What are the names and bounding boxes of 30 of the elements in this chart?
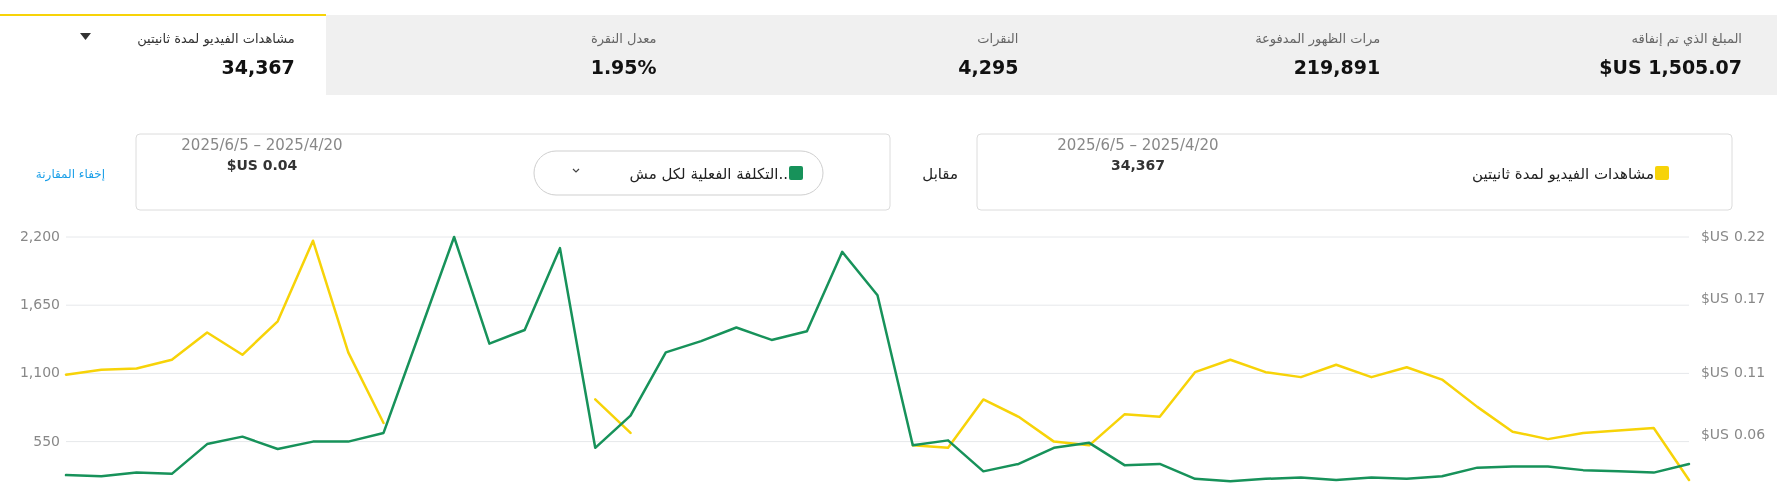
text: معدل النقرة — [590, 30, 657, 47]
text: 34,367 — [1110, 157, 1166, 173]
text: 4,295 — [958, 55, 1019, 78]
text: $US — [1700, 364, 1729, 381]
y2-axis-title: $US — [1700, 426, 1730, 443]
y2-tick-label: 0.17 — [1734, 290, 1766, 306]
text: 2025/6/5 – 2025/4/20 — [1057, 135, 1219, 154]
y-tick-label: 1,650 — [19, 296, 60, 313]
y-tick-label: 1,100 — [19, 364, 60, 381]
text: 219,891 — [1293, 55, 1381, 78]
text: المبلغ الذي تم إنفاقه — [1631, 30, 1742, 47]
text: مشاهدات الفيديو لمدة ثانيتين — [137, 30, 295, 47]
text: $US — [1700, 228, 1729, 244]
text: 2025/6/5 – 2025/4/20 — [181, 135, 343, 154]
text: النقرات — [977, 30, 1019, 47]
text: 34,367 — [221, 55, 295, 78]
legend-label: التكلفة الفعلية لكل مش.. — [629, 164, 788, 183]
text: مرات الظهور المدفوعة — [1255, 30, 1381, 47]
text: $US 0.04 — [226, 157, 298, 173]
text: إخفاء المقارنة — [35, 166, 105, 182]
y2-tick-label: 0.11 — [1734, 364, 1766, 381]
text: 1.95% — [590, 55, 657, 78]
y2-tick-label: 0.22 — [1734, 228, 1766, 244]
text: مقابل — [922, 164, 958, 183]
text: $US 1,505.07 — [1599, 55, 1742, 78]
legend-label: مشاهدات الفيديو لمدة ثانيتين — [1472, 164, 1654, 183]
y2-tick-label: 0.06 — [1734, 426, 1766, 443]
y-tick-label: 550 — [33, 432, 60, 449]
text: $US — [1700, 290, 1729, 306]
y-tick-label: 2,200 — [19, 228, 60, 244]
